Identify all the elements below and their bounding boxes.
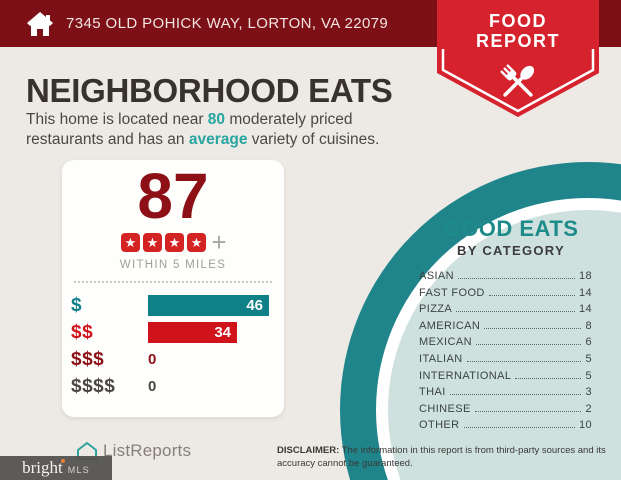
- price-row-4: $$$$ 0: [71, 373, 272, 400]
- category-list: ASIAN 18 FAST FOOD 14 PIZZA 14 AMERICAN 8 ME…: [412, 270, 592, 436]
- dot-leader: [463, 427, 575, 429]
- subtitle-text: moderately priced restaurants and has an: [26, 111, 353, 148]
- dot-leader: [449, 394, 582, 396]
- radius-label: WITHIN 5 MILES: [119, 259, 227, 271]
- star-rating: ★ ★ ★ ★ +: [62, 226, 284, 257]
- plus-icon: +: [211, 226, 227, 257]
- brightmls-mls-label: MLS: [67, 465, 90, 475]
- variety-highlight: average: [188, 131, 248, 148]
- star-tiles: ★ ★ ★ ★: [119, 232, 207, 252]
- star-icon: ★: [186, 232, 206, 252]
- dot-leader: [474, 410, 582, 412]
- price-bar: 34: [148, 322, 237, 343]
- page-title: NEIGHBORHOOD EATS: [26, 72, 393, 109]
- star-icon: ★: [120, 232, 140, 252]
- price-tier-label: $: [71, 294, 83, 316]
- page-subtitle: This home is located near 80 moderately …: [26, 110, 434, 150]
- disclaimer-label: DISCLAIMER:: [277, 445, 340, 456]
- property-address: 7345 OLD POHICK WAY, LORTON, VA 22079: [66, 15, 389, 32]
- star-icon: ★: [142, 232, 162, 252]
- ribbon-shape: [437, 0, 599, 117]
- good-eats-panel: GOOD EATS BY CATEGORY ASIAN 18 FAST FOOD 1…: [412, 216, 592, 436]
- price-row-3: $$$ 0: [71, 346, 272, 373]
- dotted-divider: [74, 281, 272, 283]
- brightmls-watermark: bright MLS: [0, 456, 112, 480]
- restaurant-score-card: 87 ★ ★ ★ ★ + WITHIN 5 MILES $ 46 $$ 34 $$$ …: [62, 160, 284, 417]
- dot-leader: [475, 344, 582, 346]
- disclaimer-text: The information in this report is from t…: [277, 445, 606, 469]
- category-row: AMERICAN 8: [419, 319, 592, 332]
- subtitle-text: This home is located near: [26, 111, 208, 128]
- badge-title: FOOD REPORT: [475, 11, 560, 51]
- price-row-2: $$ 34: [71, 319, 272, 346]
- brightmls-spark-icon: [60, 459, 65, 463]
- dot-leader: [515, 377, 582, 379]
- category-row: FAST FOOD 14: [419, 286, 592, 299]
- good-eats-subtitle: BY CATEGORY: [457, 243, 565, 258]
- dot-leader: [488, 294, 575, 296]
- price-tier-label: $$: [71, 321, 94, 343]
- disclaimer: DISCLAIMER: The information in this repo…: [277, 444, 609, 470]
- price-tier-chart: $ 46 $$ 34 $$$ 0 $$$$ 0: [62, 292, 284, 400]
- star-icon: ★: [164, 232, 184, 252]
- category-row: PIZZA 14: [419, 303, 592, 316]
- price-bar: 46: [148, 295, 269, 316]
- category-row: THAI 3: [419, 386, 592, 399]
- category-row: ITALIAN 5: [419, 352, 592, 365]
- price-bar: 0: [148, 378, 157, 395]
- price-tier-label: $$$: [71, 348, 105, 370]
- dot-leader: [466, 360, 582, 362]
- spoon-fork-icon: [500, 64, 535, 97]
- dot-leader: [484, 327, 582, 329]
- good-eats-title: GOOD EATS: [443, 216, 579, 241]
- dot-leader: [458, 278, 575, 279]
- category-row: CHINESE 2: [419, 402, 592, 415]
- category-row: ASIAN 18: [419, 270, 592, 282]
- price-tier-label: $$$$: [71, 375, 116, 397]
- price-bar: 0: [148, 351, 157, 368]
- subtitle-text: variety of cuisines.: [247, 131, 380, 148]
- restaurant-score: 87: [137, 160, 209, 232]
- listreports-wordmark: ListReports: [103, 441, 192, 460]
- food-report-badge: FOOD REPORT: [437, 0, 599, 118]
- price-row-1: $ 46: [71, 292, 272, 319]
- category-row: INTERNATIONAL 5: [419, 369, 592, 382]
- dot-leader: [456, 311, 575, 313]
- restaurant-count: 80: [207, 111, 226, 128]
- category-row: MEXICAN 6: [419, 336, 592, 349]
- category-row: OTHER 10: [419, 419, 592, 432]
- home-icon: [27, 11, 53, 36]
- brightmls-wordmark: bright: [22, 458, 65, 477]
